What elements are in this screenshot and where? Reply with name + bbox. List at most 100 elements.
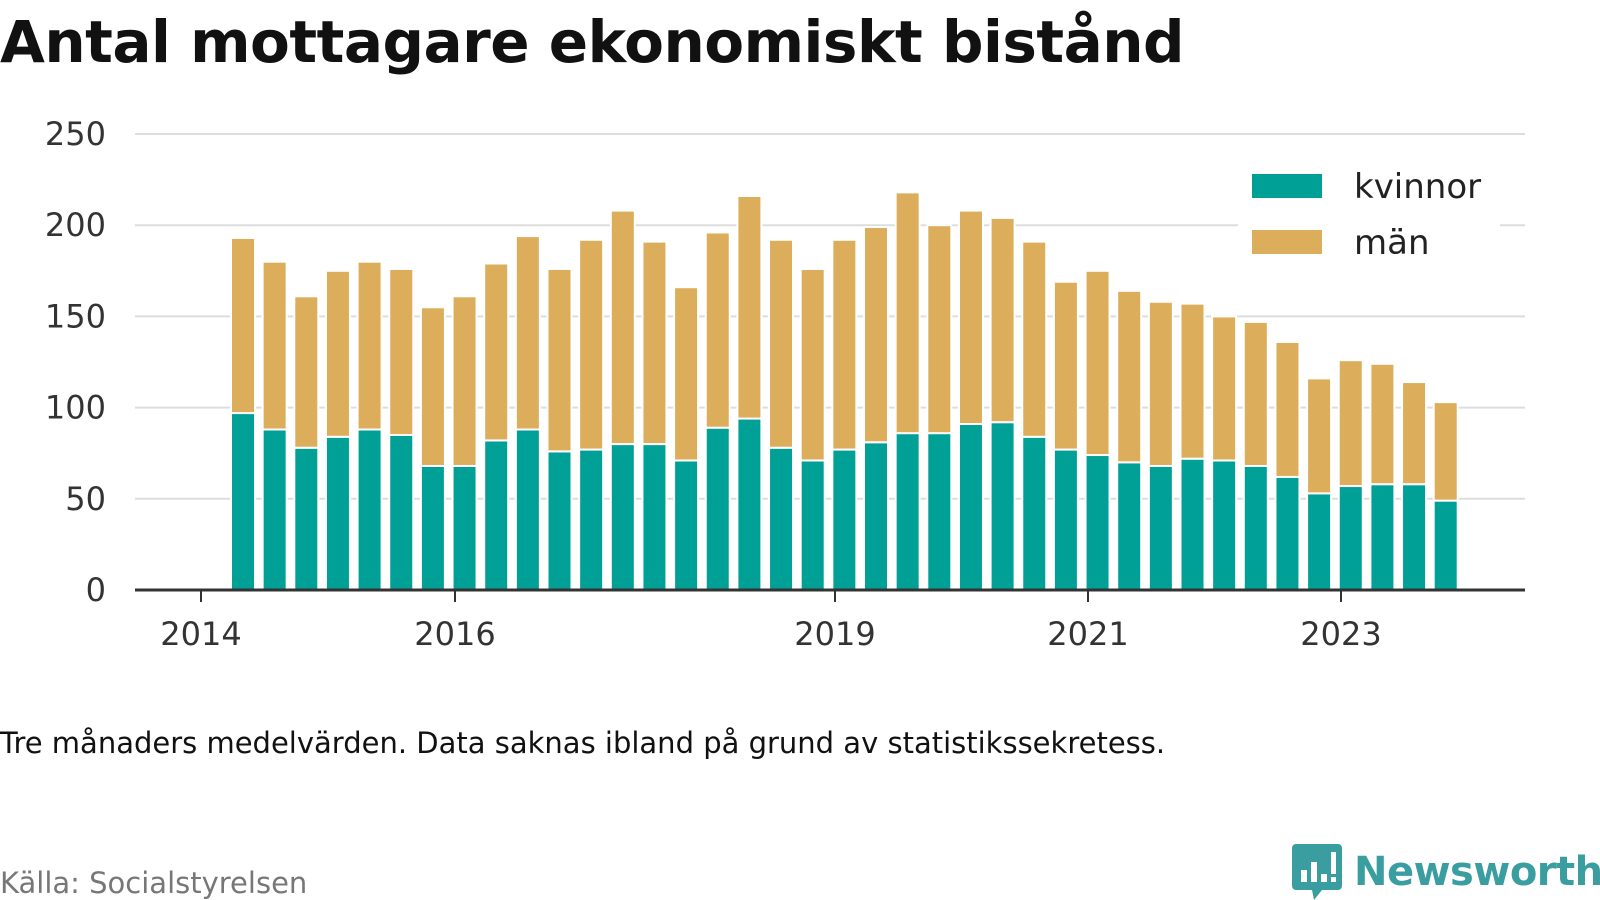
- bar-kvinnor: [261, 428, 288, 591]
- newsworthy-logo-text: Newsworthy: [1354, 849, 1600, 895]
- bar-kvinnor: [388, 433, 415, 591]
- bar-kvinnor: [1432, 499, 1459, 591]
- bar-man: [926, 224, 953, 435]
- bar-kvinnor: [293, 446, 320, 591]
- bar-kvinnor: [578, 448, 605, 591]
- bar-kvinnor: [989, 421, 1016, 591]
- bar-man: [863, 226, 889, 444]
- legend-label: kvinnor: [1354, 167, 1481, 207]
- x-tick-label: 2019: [794, 615, 875, 653]
- bar-kvinnor: [514, 428, 541, 591]
- bar-kvinnor: [926, 432, 953, 591]
- bar-man: [989, 216, 1016, 424]
- bar-kvinnor: [768, 446, 795, 591]
- bar-kvinnor: [799, 459, 826, 591]
- bar-man: [1147, 300, 1174, 467]
- bar-kvinnor: [1052, 448, 1079, 591]
- y-axis-tick-labels: 0 50 100 150 200 250: [45, 115, 106, 609]
- bar-man: [1337, 359, 1364, 488]
- bar-kvinnor: [1369, 483, 1396, 592]
- bars: [230, 191, 1459, 592]
- x-tick-label: 2023: [1300, 615, 1381, 653]
- bar-man: [451, 295, 478, 467]
- bar-man: [1116, 289, 1143, 464]
- bar-kvinnor: [1337, 485, 1364, 592]
- bar-man: [1306, 377, 1333, 495]
- x-axis-ticks: 2014 2016 2019 2021 2023: [160, 590, 1382, 653]
- y-tick-label: 100: [45, 389, 106, 427]
- bar-man: [546, 267, 573, 453]
- legend-label: män: [1354, 223, 1430, 263]
- y-tick-label: 50: [65, 480, 106, 518]
- bar-kvinnor: [1021, 435, 1048, 591]
- bar-kvinnor: [704, 426, 731, 591]
- stacked-bar-chart: 0 50 100 150 200 250 2014 2016 2019 2021 2023 kvi…: [45, 115, 1525, 653]
- bar-kvinnor: [1242, 464, 1269, 591]
- bar-man: [1242, 320, 1269, 467]
- x-tick-label: 2016: [414, 615, 495, 653]
- bar-man: [831, 238, 858, 451]
- bar-kvinnor: [1274, 475, 1301, 591]
- newsworthy-logo: Newsworthy: [1292, 844, 1600, 900]
- bar-man: [388, 267, 415, 436]
- bar-man: [1052, 280, 1079, 451]
- source-text: Källa: Socialstyrelsen: [0, 866, 308, 900]
- bar-kvinnor: [451, 464, 478, 591]
- bar-kvinnor: [483, 439, 510, 591]
- bar-man: [1021, 240, 1048, 438]
- bar-man: [1211, 315, 1238, 462]
- bar-kvinnor: [673, 459, 700, 591]
- bar-man: [514, 235, 541, 431]
- legend: kvinnor män: [1238, 158, 1500, 276]
- bar-man: [736, 195, 763, 420]
- bar-kvinnor: [863, 441, 889, 592]
- bar-kvinnor: [356, 428, 383, 591]
- newsworthy-chart-bubble-icon: [1292, 844, 1342, 900]
- bar-kvinnor: [1179, 457, 1206, 591]
- bar-kvinnor: [1116, 461, 1143, 592]
- bar-kvinnor: [1306, 492, 1333, 591]
- bar-kvinnor: [324, 435, 351, 591]
- bar-man: [1274, 340, 1301, 478]
- y-tick-label: 150: [45, 297, 106, 335]
- bar-kvinnor: [736, 417, 763, 591]
- bar-kvinnor: [609, 443, 636, 591]
- bar-man: [957, 209, 984, 426]
- bar-man: [673, 286, 700, 462]
- bar-kvinnor: [546, 450, 573, 591]
- y-tick-label: 250: [45, 115, 106, 153]
- bar-man: [261, 260, 288, 431]
- bar-man: [324, 269, 351, 438]
- bar-kvinnor: [894, 432, 921, 591]
- bar-man: [799, 267, 826, 462]
- x-tick-label: 2021: [1047, 615, 1128, 653]
- bar-kvinnor: [1401, 483, 1428, 592]
- bar-man: [1369, 362, 1396, 486]
- bar-man: [641, 240, 668, 446]
- bar-kvinnor: [831, 448, 858, 591]
- bar-man: [230, 236, 256, 415]
- bar-kvinnor: [230, 412, 256, 591]
- bar-man: [356, 260, 383, 431]
- bar-man: [768, 238, 795, 449]
- chart-title: Antal mottagare ekonomiskt bistånd: [0, 8, 1185, 76]
- bar-man: [419, 306, 446, 467]
- chart-note: Tre månaders medelvärden. Data saknas ib…: [0, 726, 1166, 760]
- bar-kvinnor: [641, 443, 668, 591]
- bar-man: [1179, 302, 1206, 460]
- legend-swatch: [1252, 230, 1322, 254]
- x-tick-label: 2014: [160, 615, 241, 653]
- bar-kvinnor: [1147, 464, 1174, 591]
- bar-man: [1432, 401, 1459, 502]
- bar-man: [1401, 381, 1428, 486]
- bar-man: [704, 231, 731, 429]
- bar-kvinnor: [957, 423, 984, 591]
- bar-man: [894, 191, 921, 435]
- bar-man: [1084, 269, 1111, 457]
- y-tick-label: 200: [45, 206, 106, 244]
- bar-kvinnor: [419, 464, 446, 591]
- bar-kvinnor: [1211, 459, 1238, 591]
- y-tick-label: 0: [86, 571, 106, 609]
- bar-man: [483, 262, 510, 442]
- legend-swatch: [1252, 174, 1322, 198]
